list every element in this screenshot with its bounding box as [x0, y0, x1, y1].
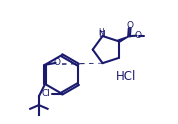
- Polygon shape: [118, 36, 129, 42]
- Text: O: O: [134, 31, 141, 40]
- Text: N: N: [98, 30, 105, 39]
- Text: Cl: Cl: [42, 89, 51, 98]
- Text: HCl: HCl: [116, 70, 137, 83]
- Text: O: O: [53, 58, 60, 67]
- Text: O: O: [126, 21, 133, 31]
- Text: H: H: [98, 28, 104, 37]
